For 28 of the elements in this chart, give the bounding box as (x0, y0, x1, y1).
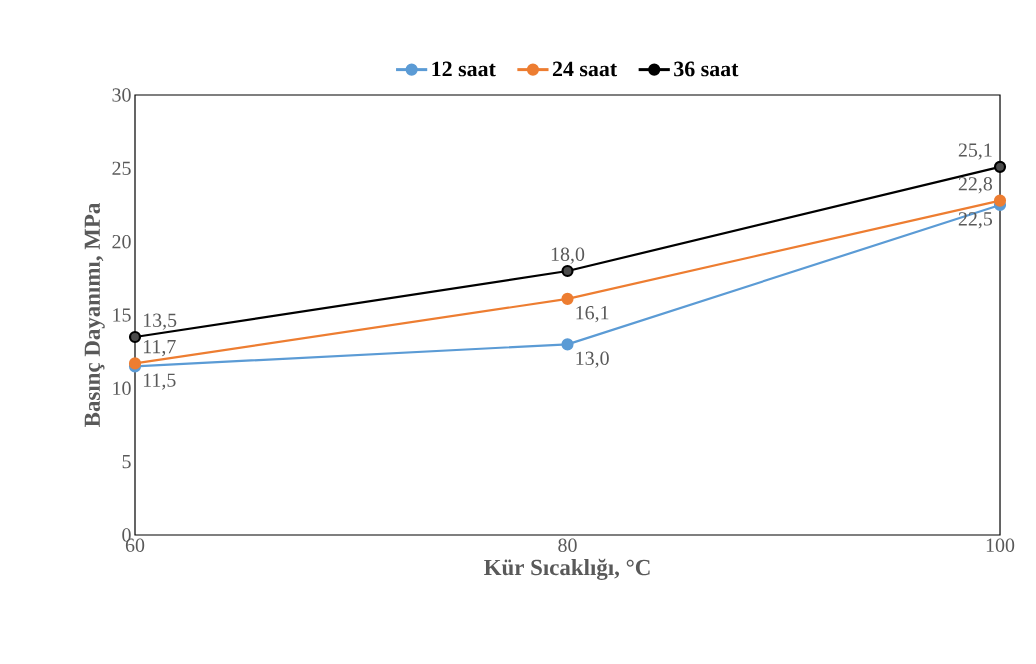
data-label: 13,0 (576, 351, 609, 368)
y-tick-label: 20 (112, 234, 131, 249)
y-tick-label: 25 (112, 161, 131, 176)
point (561, 264, 574, 278)
data-label: 22,5 (958, 212, 993, 229)
point (561, 338, 574, 351)
data-label: 11,5 (143, 373, 176, 390)
data-label: 13,5 (143, 313, 177, 330)
data-label: 22,8 (958, 177, 993, 194)
legend-label: 24 saat (552, 61, 618, 77)
point (128, 330, 142, 344)
legend-label: 36 saat (674, 61, 739, 77)
y-tick-label: 5 (122, 455, 131, 469)
data-label: 18,0 (551, 247, 585, 264)
x-axis-title: Kür Sıcaklığı, °C (484, 558, 650, 581)
x-tick-label: 80 (558, 538, 577, 552)
x-tick-label: 100 (986, 538, 1015, 552)
y-tick-label: 15 (113, 308, 131, 322)
point (993, 194, 1007, 207)
data-label: 11,7 (143, 339, 176, 357)
data-label: 25,1 (958, 143, 992, 160)
y-tick-label: 10 (113, 381, 131, 396)
legend-label: 12 saat (432, 61, 496, 77)
point (993, 160, 1007, 173)
data-label: 16,1 (576, 306, 609, 323)
y-tick-label: 30 (112, 88, 131, 102)
point (561, 292, 574, 305)
y-axis-title: Basınç Dayanımı, MPa (84, 203, 105, 427)
